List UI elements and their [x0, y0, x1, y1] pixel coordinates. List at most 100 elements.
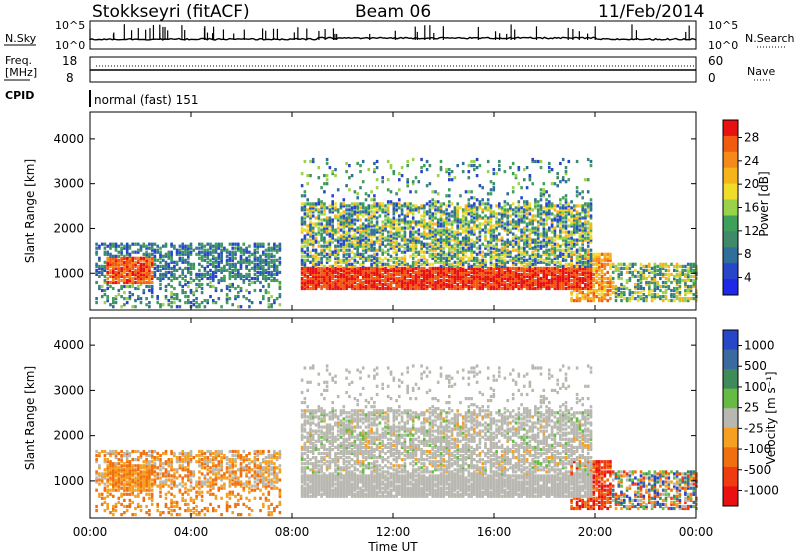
power-cell — [431, 198, 434, 201]
power-cell — [595, 267, 598, 270]
power-cell — [454, 176, 457, 179]
power-cell — [118, 251, 121, 254]
power-cell — [393, 216, 396, 219]
power-cell — [515, 220, 518, 223]
power-cell — [476, 166, 479, 169]
power-cell — [679, 297, 682, 300]
power-cell — [109, 269, 112, 272]
power-cell — [443, 218, 446, 221]
power-cell — [570, 251, 573, 254]
power-cell — [515, 241, 518, 244]
power-cell — [420, 233, 423, 236]
power-cell — [581, 222, 584, 225]
power-cell — [515, 235, 518, 238]
power-cell — [456, 224, 459, 227]
power-cell — [612, 281, 615, 284]
power-cell — [506, 261, 509, 264]
power-cell — [604, 281, 607, 284]
power-cell — [137, 243, 140, 246]
power-cell — [262, 285, 265, 288]
power-cell — [309, 174, 312, 177]
power-cell — [604, 263, 607, 266]
power-cell — [165, 289, 168, 292]
colorbar-tick-label: 28 — [744, 131, 759, 145]
power-cell — [387, 206, 390, 209]
power-cell — [429, 253, 432, 256]
power-cell — [434, 243, 437, 246]
power-cell — [320, 233, 323, 236]
power-cell — [570, 210, 573, 213]
power-cell — [348, 164, 351, 167]
power-cell — [568, 247, 571, 250]
power-cell — [640, 263, 643, 266]
power-cell — [495, 243, 498, 246]
power-cell — [612, 291, 615, 294]
power-cell — [370, 190, 373, 193]
power-cell — [534, 253, 537, 256]
power-cell — [531, 247, 534, 250]
power-cell — [406, 279, 409, 282]
power-cell — [629, 289, 632, 292]
power-cell — [134, 261, 137, 264]
power-cell — [454, 261, 457, 264]
power-cell — [429, 220, 432, 223]
power-cell — [131, 257, 134, 260]
power-cell — [190, 277, 193, 280]
power-cell — [362, 210, 365, 213]
power-cell — [312, 158, 315, 161]
power-cell — [598, 281, 601, 284]
power-cell — [673, 269, 676, 272]
power-cell — [556, 235, 559, 238]
power-cell — [390, 200, 393, 203]
power-cell — [659, 285, 662, 288]
power-cell — [365, 237, 368, 240]
power-cell — [662, 263, 665, 266]
power-cell — [354, 210, 357, 213]
power-cell — [148, 305, 151, 308]
power-cells — [95, 158, 698, 308]
power-cell — [243, 249, 246, 252]
power-cell — [618, 287, 621, 290]
power-cell — [681, 297, 684, 300]
power-cell — [354, 243, 357, 246]
power-cell — [570, 297, 573, 300]
power-cell — [120, 295, 123, 298]
power-cell — [395, 261, 398, 264]
power-cell — [523, 247, 526, 250]
power-cell — [254, 289, 257, 292]
power-cell — [504, 170, 507, 173]
power-cell — [618, 273, 621, 276]
velocity-cell — [95, 458, 98, 461]
power-cell — [454, 231, 457, 234]
power-cell — [304, 245, 307, 248]
power-cell — [673, 265, 676, 268]
power-cell — [268, 297, 271, 300]
power-cell — [243, 275, 246, 278]
power-cell — [151, 243, 154, 246]
power-cell — [476, 253, 479, 256]
power-cell — [345, 257, 348, 260]
power-cell — [576, 255, 579, 258]
power-cell — [581, 287, 584, 290]
power-cell — [676, 263, 679, 266]
power-cell — [462, 247, 465, 250]
power-cell — [151, 281, 154, 284]
power-cell — [109, 275, 112, 278]
power-cell — [459, 251, 462, 254]
power-cell — [198, 283, 201, 286]
power-cell — [301, 227, 304, 230]
power-cell — [498, 160, 501, 163]
power-cell — [601, 259, 604, 262]
y-tick-label: 3000 — [53, 177, 84, 191]
power-cell — [145, 245, 148, 248]
power-cell — [493, 210, 496, 213]
power-cell — [359, 231, 362, 234]
power-cell — [245, 273, 248, 276]
power-cell — [426, 168, 429, 171]
power-cell — [520, 247, 523, 250]
power-cell — [134, 281, 137, 284]
power-cell — [218, 297, 221, 300]
power-cell — [309, 243, 312, 246]
power-cell — [201, 287, 204, 290]
power-cell — [684, 289, 687, 292]
